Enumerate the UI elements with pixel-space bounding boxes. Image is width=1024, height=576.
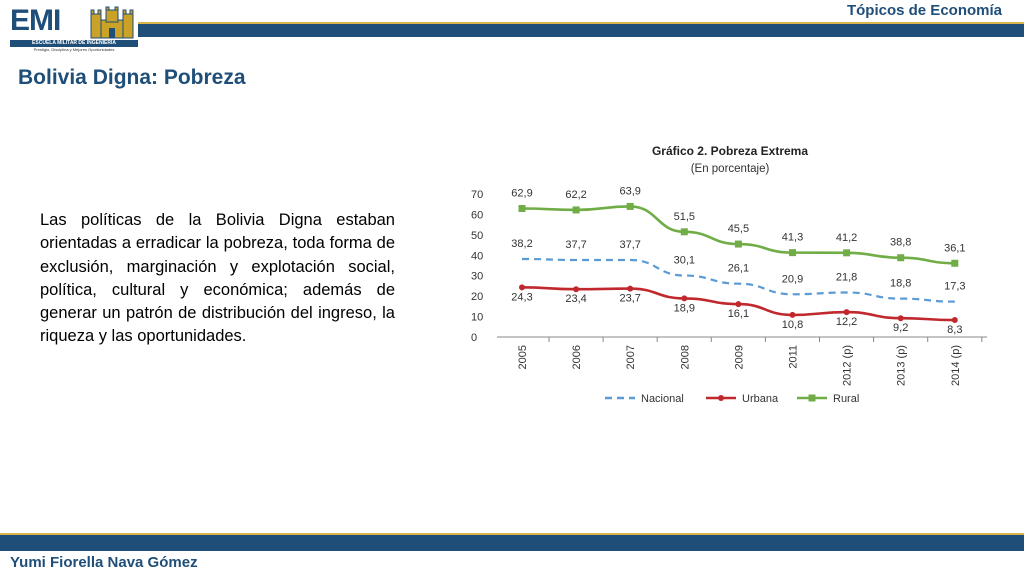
header-bar: [138, 24, 1024, 37]
data-label: 37,7: [565, 239, 586, 251]
y-tick-label: 10: [471, 312, 483, 324]
y-tick-label: 30: [471, 271, 483, 283]
legend-label: Rural: [833, 393, 859, 405]
data-label: 38,2: [511, 238, 532, 250]
data-point: [951, 317, 958, 324]
x-tick-label: 2012 (p): [842, 345, 854, 386]
emi-logo: EMI ESCUELA MILITAR DE INGENIERIA Presti…: [6, 2, 138, 52]
data-point: [518, 205, 526, 213]
data-point: [951, 259, 959, 267]
data-label: 12,2: [836, 316, 857, 328]
data-point: [843, 249, 851, 257]
data-label: 23,4: [565, 293, 586, 305]
x-axis-ticks: 2005 2006 2007 2008 2009 2011 2012 (p) 2013 (p)…: [517, 337, 983, 386]
x-tick-label: 2014 (p): [950, 345, 962, 386]
poverty-line-chart: Gráfico 2. Pobreza Extrema (En porcentaj…: [471, 144, 987, 405]
data-label: 9,2: [893, 322, 908, 334]
data-point: [519, 284, 525, 291]
legend-marker: [808, 394, 816, 402]
data-label: 30,1: [674, 255, 695, 267]
data-label: 41,3: [782, 232, 803, 244]
y-tick-label: 60: [471, 209, 483, 221]
body-paragraph: Las políticas de la Bolivia Digna estaba…: [40, 211, 395, 346]
data-point: [626, 202, 634, 210]
data-point: [735, 301, 742, 308]
data-label: 51,5: [674, 211, 695, 223]
legend-label: Nacional: [641, 393, 684, 405]
data-point: [734, 240, 742, 248]
data-point: [572, 206, 580, 214]
data-label: 41,2: [836, 232, 857, 244]
legend-marker: [718, 395, 724, 401]
logo-motto: Prestigio, Disciplina y Mejores Oportuni…: [33, 47, 115, 52]
data-label: 21,8: [836, 271, 857, 283]
data-label: 62,2: [565, 189, 586, 201]
data-label: 36,1: [944, 242, 965, 254]
data-label: 20,9: [782, 273, 803, 285]
y-tick-label: 20: [471, 291, 483, 303]
castle-icon: [90, 6, 134, 39]
y-tick-label: 70: [471, 189, 483, 201]
header-accent-line: [138, 22, 1024, 24]
data-label: 18,9: [674, 302, 695, 314]
logo-band: ESCUELA MILITAR DE INGENIERIA: [10, 40, 138, 47]
y-tick-label: 50: [471, 230, 483, 242]
chart-title: Gráfico 2. Pobreza Extrema: [652, 144, 808, 158]
data-label: 8,3: [947, 324, 962, 336]
data-point: [627, 285, 634, 292]
data-point: [681, 295, 688, 302]
chart-legend: Nacional Urbana Rural: [605, 393, 859, 405]
x-tick-label: 2011: [788, 345, 800, 369]
data-label: 38,8: [890, 237, 911, 249]
y-tick-label: 0: [471, 332, 477, 344]
data-label: 23,7: [619, 293, 640, 305]
data-point: [897, 254, 905, 262]
x-tick-label: 2005: [517, 345, 529, 369]
x-tick-label: 2006: [571, 345, 583, 369]
data-point: [789, 249, 796, 257]
y-tick-label: 40: [471, 250, 483, 262]
data-point: [573, 286, 580, 293]
data-label: 26,1: [728, 263, 749, 275]
data-label: 62,9: [511, 188, 532, 200]
author-name: Yumi Fiorella Nava Gómez: [10, 554, 198, 571]
x-tick-label: 2007: [625, 345, 637, 369]
data-point: [843, 309, 850, 316]
data-label: 37,7: [619, 239, 640, 251]
data-point: [680, 228, 688, 236]
series-line-nacional: [521, 257, 955, 303]
data-label: 18,8: [890, 278, 911, 290]
y-axis-ticks: 0 10 20 30 40 50 60 70: [471, 189, 483, 344]
data-point: [897, 315, 904, 322]
data-label: 16,1: [728, 308, 749, 320]
series-layer: 38,2 37,7 37,7 30,1 26,1 20,9 21,8 18,8 17,3 24,3…: [511, 185, 965, 336]
footer-bar: [0, 535, 1024, 551]
logo-text: EMI: [10, 4, 61, 37]
x-tick-label: 2013 (p): [896, 345, 908, 386]
slide-title: Bolivia Digna: Pobreza: [18, 66, 246, 89]
x-tick-label: 2009: [733, 345, 745, 369]
legend-label: Urbana: [742, 393, 779, 405]
data-label: 10,8: [782, 319, 803, 331]
data-label: 45,5: [728, 223, 749, 235]
section-label: Tópicos de Economía: [846, 2, 1002, 19]
data-label: 17,3: [944, 281, 965, 293]
data-point: [789, 311, 796, 318]
data-label: 24,3: [511, 291, 532, 303]
data-label: 63,9: [619, 185, 640, 197]
x-tick-label: 2008: [679, 345, 691, 369]
footer-accent-line: [0, 533, 1024, 535]
chart-subtitle: (En porcentaje): [691, 163, 770, 175]
